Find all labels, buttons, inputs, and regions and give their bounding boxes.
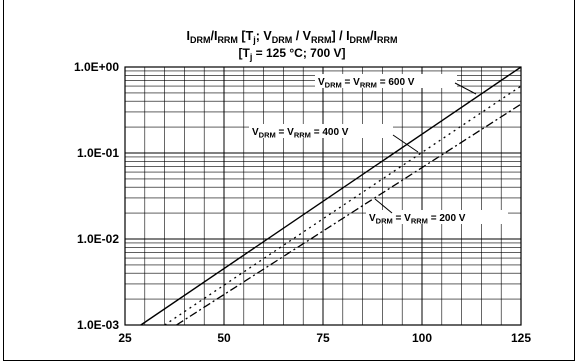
x-tick-label: 75 bbox=[316, 331, 330, 345]
annotation-600v: VDRM = VRRM = 600 V bbox=[315, 74, 457, 90]
annotation-400v: VDRM = VRRM = 400 V bbox=[249, 124, 393, 140]
grid-layer bbox=[124, 66, 522, 326]
label-layer: 25 50 75 100 125 1.0E-03 1.0E-02 1.0E-01 1.0E+00 bbox=[74, 60, 531, 345]
x-tick-label: 125 bbox=[511, 331, 531, 345]
x-tick-label: 25 bbox=[118, 331, 132, 345]
annotation-200v: VDRM = VRRM = 200 V bbox=[366, 210, 508, 226]
annotation-200v-arrow bbox=[374, 198, 393, 214]
y-tick-label: 1.0E-03 bbox=[77, 318, 119, 332]
series-line-3 bbox=[176, 103, 522, 326]
series-line-1 bbox=[140, 66, 522, 326]
x-tick-label: 50 bbox=[217, 331, 231, 345]
y-tick-label: 1.0E+00 bbox=[74, 60, 119, 74]
chart-frame bbox=[3, 0, 575, 361]
x-tick-label: 100 bbox=[412, 331, 432, 345]
chart-title-line1: IDRM/IRRM [Tj; VDRM / VRRM] / IDRM/IRRM bbox=[187, 29, 398, 45]
chart-title-line2: [Tj = 125 °C; 700 V] bbox=[238, 46, 345, 62]
annotation-400v-arrow bbox=[392, 134, 419, 153]
series-layer bbox=[140, 66, 522, 326]
svg-text:VDRM = VRRM = 600 V: VDRM = VRRM = 600 V bbox=[318, 77, 415, 90]
svg-text:VDRM = VRRM = 200 V: VDRM = VRRM = 200 V bbox=[369, 213, 466, 226]
annotation-600v-arrow bbox=[454, 82, 477, 95]
y-tick-label: 1.0E-02 bbox=[77, 232, 119, 246]
svg-text:VDRM = VRRM = 400 V: VDRM = VRRM = 400 V bbox=[252, 127, 349, 140]
y-tick-label: 1.0E-01 bbox=[77, 146, 119, 160]
